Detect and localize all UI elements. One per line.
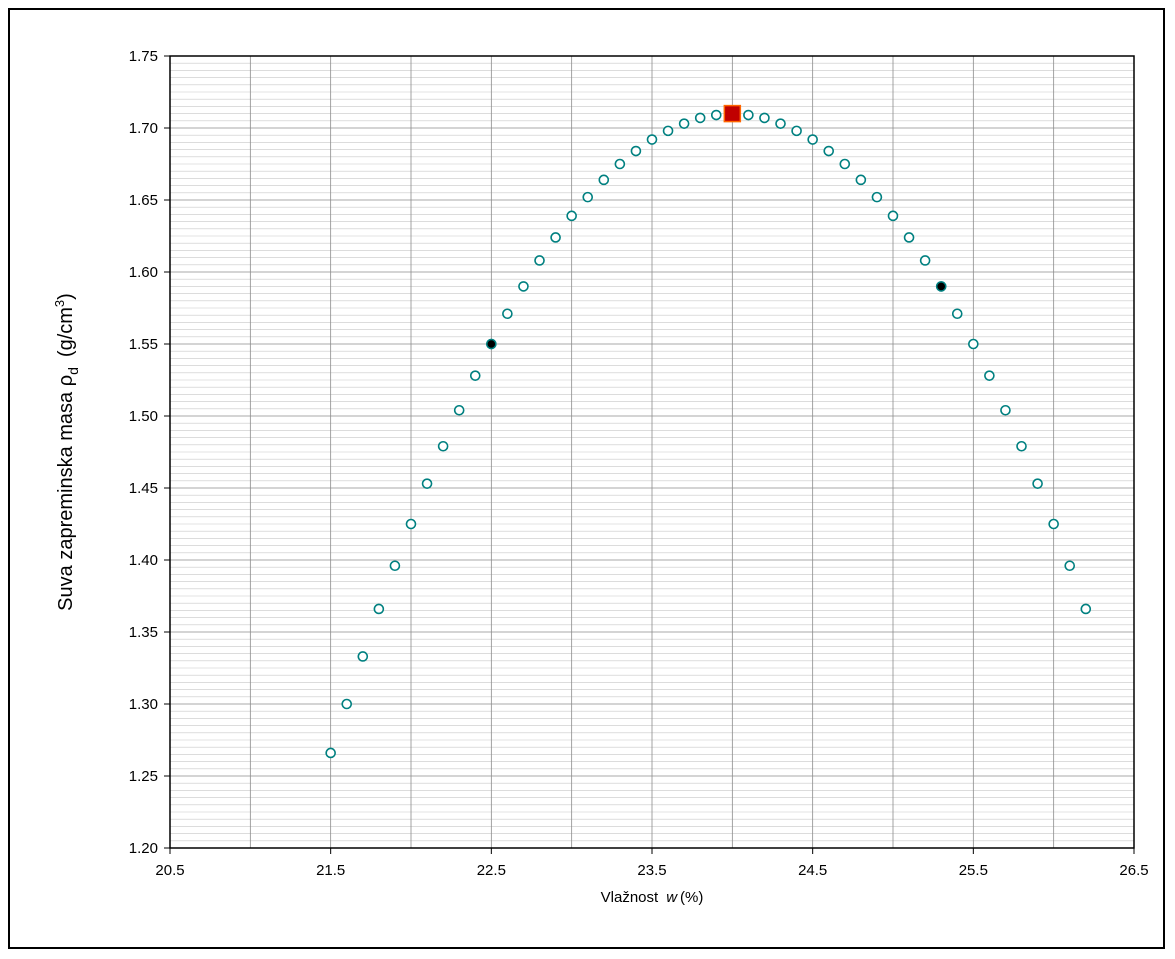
curve-point — [469, 370, 481, 381]
curve-point — [759, 112, 770, 124]
y-tick-label: 1.65 — [129, 192, 158, 209]
optimum-point — [723, 104, 742, 123]
curve-point — [855, 174, 867, 186]
curve-point — [357, 651, 369, 662]
curve-point — [1064, 560, 1076, 572]
curve-point — [518, 281, 529, 292]
y-tick-label: 1.60 — [129, 264, 158, 281]
curve-point — [968, 338, 979, 350]
curve-point — [566, 210, 577, 222]
x-tick-label: 23.5 — [637, 862, 666, 879]
data-markers — [325, 104, 1092, 759]
measured-point — [486, 338, 497, 350]
curve-point — [887, 210, 899, 222]
curve-point — [1016, 440, 1027, 452]
curve-point — [550, 232, 561, 243]
y-tick-label: 1.45 — [129, 480, 158, 497]
curve-point — [871, 191, 883, 203]
curve-point — [775, 118, 786, 129]
y-axis-title-close: ) — [55, 293, 77, 300]
y-tick-label: 1.70 — [129, 120, 158, 137]
curve-point — [984, 370, 995, 381]
y-axis-title-sub: d — [65, 367, 81, 375]
y-axis-title-unit: (g/cm — [55, 307, 77, 357]
curve-point — [421, 478, 433, 489]
curve-point — [919, 255, 931, 266]
curve-point — [437, 440, 449, 452]
y-tick-label: 1.40 — [129, 552, 158, 569]
x-tick-label: 25.5 — [959, 862, 988, 879]
curve-point — [534, 255, 545, 266]
curve-point — [598, 174, 610, 186]
curve-point — [325, 747, 336, 759]
y-axis-title-sup: 3 — [52, 300, 67, 307]
curve-point — [823, 145, 835, 157]
y-tick-label: 1.20 — [129, 840, 158, 857]
x-tick-labels: 20.5 21.5 22.5 23.5 24.5 25.5 26.5 — [155, 848, 1149, 879]
curve-point — [951, 308, 963, 320]
curve-point — [341, 698, 353, 710]
x-axis-title-var: w — [666, 889, 678, 906]
chart-frame — [8, 8, 1165, 949]
x-tick-label: 20.5 — [155, 862, 184, 879]
curve-point — [614, 158, 626, 170]
y-axis-title-main: Suva zapreminska masa ρ — [55, 375, 77, 611]
measured-point — [936, 281, 947, 292]
y-tick-label: 1.35 — [129, 624, 158, 641]
x-axis-title-prefix: Vlažnost — [601, 889, 659, 906]
y-tick-label: 1.55 — [129, 336, 158, 353]
curve-point — [405, 518, 417, 530]
x-tick-label: 21.5 — [316, 862, 345, 879]
y-tick-label: 1.30 — [129, 696, 158, 713]
curve-point — [453, 404, 465, 416]
y-tick-label: 1.75 — [129, 48, 158, 65]
curve-point — [662, 125, 674, 137]
curve-point — [646, 134, 658, 145]
curve-point — [710, 109, 722, 121]
x-tick-label: 24.5 — [798, 862, 827, 879]
curve-point — [1000, 404, 1011, 416]
curve-point — [743, 109, 754, 121]
y-tick-labels: 1.20 1.25 1.30 1.35 1.40 1.45 1.50 1.55 1.60 1.65… — [129, 48, 170, 857]
grid — [170, 56, 1134, 848]
x-axis-title: Vlažnost w (%) — [601, 889, 704, 906]
y-tick-label: 1.25 — [129, 768, 158, 785]
curve-point — [694, 112, 706, 124]
curve-point — [903, 232, 915, 243]
curve-point — [502, 308, 513, 320]
curve-point — [389, 560, 401, 572]
curve-point — [1080, 603, 1092, 615]
curve-point — [807, 134, 818, 145]
y-tick-label: 1.50 — [129, 408, 158, 425]
curve-point — [678, 118, 690, 129]
y-axis-title: Suva zapreminska masa ρd (g/cm3) — [52, 293, 81, 611]
x-axis-title-suffix: (%) — [680, 889, 703, 906]
curve-point — [373, 603, 385, 615]
curve-point — [839, 158, 851, 170]
curve-point — [791, 125, 802, 137]
curve-point — [1048, 518, 1059, 530]
curve-point — [582, 191, 594, 203]
x-tick-label: 22.5 — [477, 862, 506, 879]
curve-point — [1032, 478, 1043, 489]
curve-point — [630, 145, 642, 157]
x-tick-label: 26.5 — [1119, 862, 1148, 879]
